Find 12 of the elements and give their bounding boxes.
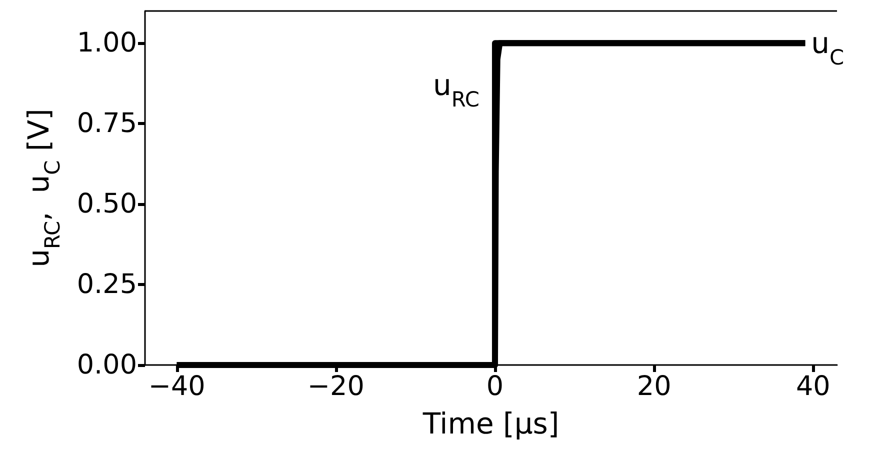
- x-tick-label: −40: [148, 371, 206, 402]
- x-tick-label: 20: [636, 371, 672, 402]
- y-axis-title: uRC, uC [V]: [22, 108, 65, 268]
- y-tick-label: 0.50: [76, 188, 137, 220]
- y-tick-label: 0.75: [76, 108, 137, 140]
- y-tick-label: 1.00: [76, 28, 137, 59]
- x-tick-label: 40: [796, 371, 830, 402]
- y-tick-label: 0.00: [76, 350, 137, 380]
- x-tick-label: 0: [486, 371, 504, 402]
- y-tick-label: 0.25: [76, 269, 137, 300]
- x-axis-title: Time [µs]: [422, 406, 560, 440]
- x-tick-label: −20: [307, 371, 364, 402]
